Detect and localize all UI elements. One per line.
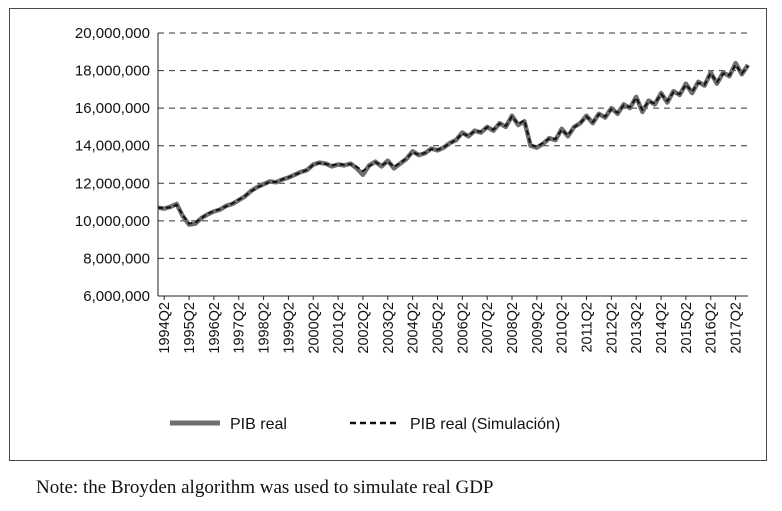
- y-tick-label: 18,000,000: [75, 63, 150, 80]
- y-tick-label: 6,000,000: [83, 288, 150, 305]
- figure-note: Note: the Broyden algorithm was used to …: [36, 477, 494, 498]
- series-lines: [157, 60, 750, 227]
- y-tick-labels: 6,000,000 8,000,000 10,000,000 12,000,000 14…: [75, 25, 150, 305]
- y-tick-label: 14,000,000: [75, 138, 150, 155]
- x-tick-label: 2000Q2: [306, 302, 322, 354]
- y-tick-label: 8,000,000: [83, 250, 150, 267]
- x-tick-label: 2004Q2: [406, 302, 422, 354]
- x-tick-label: 2003Q2: [381, 302, 397, 354]
- x-tick-label: 1994Q2: [157, 302, 173, 354]
- legend-label-pib-real-simulacion: PIB real (Simulación): [410, 416, 560, 433]
- x-tick-label: 1996Q2: [207, 302, 223, 354]
- x-tick-label: 2015Q2: [679, 302, 695, 354]
- x-tick-label: 2016Q2: [704, 302, 720, 354]
- x-tick-label: 2012Q2: [604, 302, 620, 354]
- x-tick-label: 1997Q2: [232, 302, 248, 354]
- x-tick-label: 2008Q2: [505, 302, 521, 354]
- x-tick-label: 2005Q2: [430, 302, 446, 354]
- legend: PIB real PIB real (Simulación): [170, 416, 560, 433]
- x-tick-label: 2014Q2: [654, 302, 670, 354]
- x-tick-label: 1999Q2: [281, 302, 297, 354]
- x-tick-label: 2017Q2: [729, 302, 745, 354]
- x-tick-label: 1998Q2: [257, 302, 273, 354]
- x-tick-label: 2002Q2: [356, 302, 372, 354]
- x-tick-label: 2001Q2: [331, 302, 347, 354]
- y-tick-label: 10,000,000: [75, 213, 150, 230]
- x-tick-label: 2007Q2: [480, 302, 496, 354]
- chart: 6,000,000 8,000,000 10,000,000 12,000,000 14…: [75, 25, 750, 433]
- x-tick-label: 2010Q2: [555, 302, 571, 354]
- chart-frame: 6,000,000 8,000,000 10,000,000 12,000,000 14…: [9, 8, 767, 461]
- x-tick-label: 2011Q2: [580, 302, 596, 353]
- series-line-pib-real: [157, 60, 750, 227]
- x-tick-labels: 1994Q2 1995Q2 1996Q2 1997Q2 1998Q2 1999Q2 2000…: [157, 302, 744, 354]
- x-tick-label: 2006Q2: [455, 302, 471, 354]
- axes: [157, 33, 748, 300]
- legend-label-pib-real: PIB real: [230, 416, 287, 433]
- x-tick-label: 1995Q2: [182, 302, 198, 354]
- x-tick-label: 2013Q2: [629, 302, 645, 354]
- x-tick-label: 2009Q2: [530, 302, 546, 354]
- y-tick-label: 12,000,000: [75, 175, 150, 192]
- grid-lines: [158, 32, 748, 259]
- y-tick-label: 16,000,000: [75, 100, 150, 117]
- series-line-pib-real-simulacion: [157, 63, 749, 225]
- y-tick-label: 20,000,000: [75, 25, 150, 42]
